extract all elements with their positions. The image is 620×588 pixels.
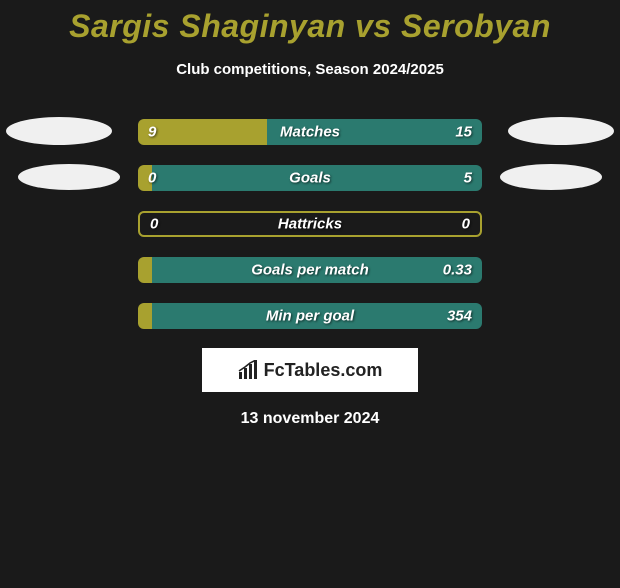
stat-bar-right bbox=[152, 303, 482, 329]
stat-row: Matches915 bbox=[0, 118, 620, 146]
player-avatar-left bbox=[18, 164, 120, 190]
stat-row: Goals per match0.33 bbox=[0, 256, 620, 284]
brand-box: FcTables.com bbox=[202, 348, 418, 392]
stats-container: Matches915 Goals05 Hattricks0 0 Goals per ma… bbox=[0, 118, 620, 330]
stat-bar-left bbox=[138, 303, 152, 329]
page-title: Sargis Shaginyan vs Serobyan bbox=[0, 8, 620, 45]
stat-bar: Matches915 bbox=[138, 119, 482, 145]
stat-row: Hattricks0 0 bbox=[0, 210, 620, 238]
stat-bar-left bbox=[138, 257, 152, 283]
player-avatar-left bbox=[6, 117, 112, 145]
stat-label: Hattricks bbox=[140, 216, 480, 233]
page-subtitle: Club competitions, Season 2024/2025 bbox=[0, 61, 620, 78]
brand-text: FcTables.com bbox=[264, 360, 383, 381]
stat-bar-left bbox=[138, 165, 152, 191]
stat-value-right: 0 bbox=[462, 216, 470, 233]
stat-bar-right bbox=[152, 257, 482, 283]
date-label: 13 november 2024 bbox=[0, 410, 620, 428]
player-avatar-right bbox=[500, 164, 602, 190]
stat-row: Goals05 bbox=[0, 164, 620, 192]
stat-value-left: 0 bbox=[150, 216, 158, 233]
stat-bar-right bbox=[267, 119, 482, 145]
player-avatar-right bbox=[508, 117, 614, 145]
stat-bar: Goals per match0.33 bbox=[138, 257, 482, 283]
stat-bar-left bbox=[138, 119, 267, 145]
stat-bar: Hattricks0 0 bbox=[138, 211, 482, 237]
stat-bar: Goals05 bbox=[138, 165, 482, 191]
stat-bar-right bbox=[152, 165, 482, 191]
chart-icon bbox=[238, 360, 260, 380]
stat-bar: Min per goal354 bbox=[138, 303, 482, 329]
stat-row: Min per goal354 bbox=[0, 302, 620, 330]
